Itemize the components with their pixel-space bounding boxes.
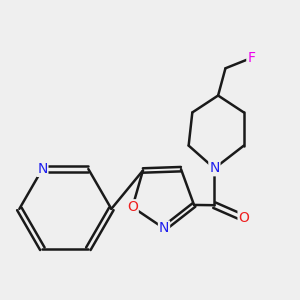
Text: N: N <box>209 161 220 176</box>
Text: N: N <box>37 162 47 176</box>
Text: O: O <box>127 200 138 214</box>
Text: O: O <box>238 211 249 225</box>
Text: N: N <box>159 221 169 236</box>
Text: F: F <box>247 51 255 65</box>
